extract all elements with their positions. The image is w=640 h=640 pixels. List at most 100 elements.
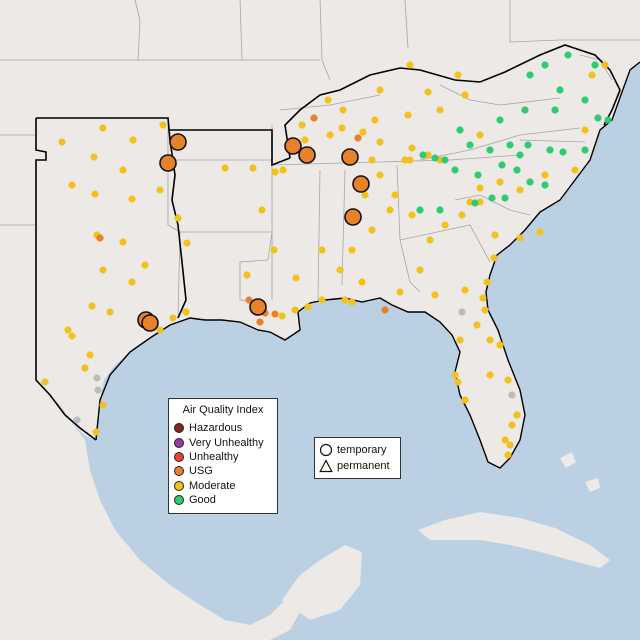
monitor-marker[interactable] <box>404 111 412 119</box>
monitor-marker[interactable] <box>591 61 599 69</box>
monitor-marker[interactable] <box>486 336 494 344</box>
monitor-marker[interactable] <box>588 71 596 79</box>
monitor-marker[interactable] <box>88 302 96 310</box>
monitor-marker[interactable] <box>424 88 432 96</box>
monitor-marker[interactable] <box>581 96 589 104</box>
monitor-marker[interactable] <box>436 106 444 114</box>
monitor-marker[interactable] <box>501 194 509 202</box>
monitor-marker[interactable] <box>508 421 516 429</box>
monitor-marker[interactable] <box>526 71 534 79</box>
monitor-marker[interactable] <box>416 206 424 214</box>
usg-temporary-monitor[interactable] <box>341 148 359 166</box>
monitor-marker[interactable] <box>454 71 462 79</box>
monitor-marker[interactable] <box>318 246 326 254</box>
monitor-marker[interactable] <box>526 178 534 186</box>
monitor-marker[interactable] <box>546 146 554 154</box>
monitor-marker[interactable] <box>408 211 416 219</box>
monitor-marker[interactable] <box>256 318 264 326</box>
usg-temporary-monitor[interactable] <box>298 146 316 164</box>
monitor-marker[interactable] <box>406 156 414 164</box>
monitor-marker[interactable] <box>496 341 504 349</box>
monitor-marker[interactable] <box>441 156 449 164</box>
monitor-marker[interactable] <box>376 86 384 94</box>
monitor-marker[interactable] <box>431 291 439 299</box>
monitor-marker[interactable] <box>521 106 529 114</box>
monitor-marker[interactable] <box>396 288 404 296</box>
monitor-marker[interactable] <box>348 246 356 254</box>
monitor-marker[interactable] <box>461 286 469 294</box>
monitor-marker[interactable] <box>594 114 602 122</box>
monitor-marker[interactable] <box>304 303 312 311</box>
monitor-marker[interactable] <box>81 364 89 372</box>
monitor-marker[interactable] <box>506 141 514 149</box>
monitor-marker[interactable] <box>501 436 509 444</box>
monitor-marker[interactable] <box>318 296 326 304</box>
monitor-marker[interactable] <box>496 116 504 124</box>
monitor-marker[interactable] <box>426 236 434 244</box>
monitor-marker[interactable] <box>516 234 524 242</box>
monitor-marker[interactable] <box>541 181 549 189</box>
monitor-marker[interactable] <box>348 298 356 306</box>
monitor-marker[interactable] <box>298 121 306 129</box>
usg-temporary-monitor[interactable] <box>159 154 177 172</box>
monitor-marker[interactable] <box>99 266 107 274</box>
monitor-marker[interactable] <box>278 312 286 320</box>
monitor-marker[interactable] <box>391 191 399 199</box>
monitor-marker[interactable] <box>91 190 99 198</box>
monitor-marker[interactable] <box>324 96 332 104</box>
monitor-marker[interactable] <box>354 134 362 142</box>
monitor-marker[interactable] <box>174 214 182 222</box>
monitor-marker[interactable] <box>258 206 266 214</box>
monitor-marker[interactable] <box>504 376 512 384</box>
monitor-marker[interactable] <box>536 228 544 236</box>
monitor-marker[interactable] <box>326 131 334 139</box>
monitor-marker[interactable] <box>159 121 167 129</box>
monitor-marker[interactable] <box>291 306 299 314</box>
monitor-marker[interactable] <box>129 136 137 144</box>
monitor-marker[interactable] <box>58 138 66 146</box>
monitor-marker[interactable] <box>68 181 76 189</box>
monitor-marker[interactable] <box>461 396 469 404</box>
monitor-marker[interactable] <box>604 116 612 124</box>
monitor-marker[interactable] <box>339 106 347 114</box>
monitor-marker[interactable] <box>406 61 414 69</box>
monitor-marker[interactable] <box>371 116 379 124</box>
monitor-marker[interactable] <box>524 141 532 149</box>
monitor-marker[interactable] <box>183 239 191 247</box>
monitor-marker[interactable] <box>458 211 466 219</box>
monitor-marker[interactable] <box>508 391 516 399</box>
usg-temporary-monitor[interactable] <box>352 175 370 193</box>
monitor-marker[interactable] <box>571 166 579 174</box>
usg-temporary-monitor[interactable] <box>344 208 362 226</box>
monitor-marker[interactable] <box>564 51 572 59</box>
monitor-marker[interactable] <box>498 161 506 169</box>
monitor-marker[interactable] <box>551 106 559 114</box>
monitor-marker[interactable] <box>408 144 416 152</box>
monitor-marker[interactable] <box>119 238 127 246</box>
monitor-marker[interactable] <box>491 231 499 239</box>
monitor-marker[interactable] <box>94 386 102 394</box>
usg-temporary-monitor[interactable] <box>249 298 267 316</box>
monitor-marker[interactable] <box>479 294 487 302</box>
monitor-marker[interactable] <box>249 164 257 172</box>
monitor-marker[interactable] <box>359 128 367 136</box>
monitor-marker[interactable] <box>96 234 104 242</box>
monitor-marker[interactable] <box>496 178 504 186</box>
monitor-marker[interactable] <box>368 226 376 234</box>
monitor-marker[interactable] <box>92 428 100 436</box>
monitor-marker[interactable] <box>419 151 427 159</box>
monitor-marker[interactable] <box>141 261 149 269</box>
monitor-marker[interactable] <box>128 195 136 203</box>
monitor-marker[interactable] <box>556 86 564 94</box>
monitor-marker[interactable] <box>128 278 136 286</box>
monitor-marker[interactable] <box>456 126 464 134</box>
monitor-marker[interactable] <box>376 138 384 146</box>
monitor-marker[interactable] <box>376 171 384 179</box>
monitor-marker[interactable] <box>471 199 479 207</box>
monitor-marker[interactable] <box>310 114 318 122</box>
monitor-marker[interactable] <box>106 308 114 316</box>
monitor-marker[interactable] <box>454 378 462 386</box>
monitor-marker[interactable] <box>271 310 279 318</box>
monitor-marker[interactable] <box>483 278 491 286</box>
